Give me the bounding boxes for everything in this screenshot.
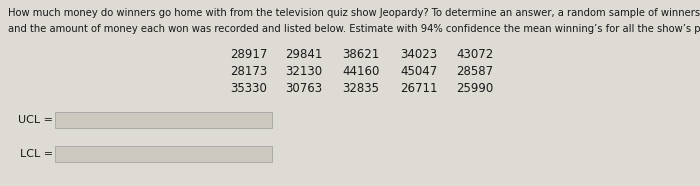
Text: 28917: 28917	[230, 48, 267, 61]
Text: 43072: 43072	[456, 48, 493, 61]
Text: 34023: 34023	[400, 48, 437, 61]
Text: 30763: 30763	[285, 82, 322, 95]
Text: 26711: 26711	[400, 82, 438, 95]
Text: 28587: 28587	[456, 65, 493, 78]
FancyBboxPatch shape	[55, 146, 272, 162]
Text: 25990: 25990	[456, 82, 493, 95]
Text: and the amount of money each won was recorded and listed below. Estimate with 94: and the amount of money each won was rec…	[8, 24, 700, 34]
FancyBboxPatch shape	[55, 112, 272, 128]
Text: How much money do winners go home with from the television quiz show Jeopardy? T: How much money do winners go home with f…	[8, 8, 700, 18]
Text: 32130: 32130	[285, 65, 322, 78]
Text: UCL =: UCL =	[18, 115, 53, 125]
Text: 29841: 29841	[285, 48, 323, 61]
Text: LCL =: LCL =	[20, 149, 53, 159]
Text: 45047: 45047	[400, 65, 438, 78]
Text: 44160: 44160	[342, 65, 379, 78]
Text: 35330: 35330	[230, 82, 267, 95]
Text: 38621: 38621	[342, 48, 379, 61]
Text: 28173: 28173	[230, 65, 267, 78]
Text: 32835: 32835	[342, 82, 379, 95]
